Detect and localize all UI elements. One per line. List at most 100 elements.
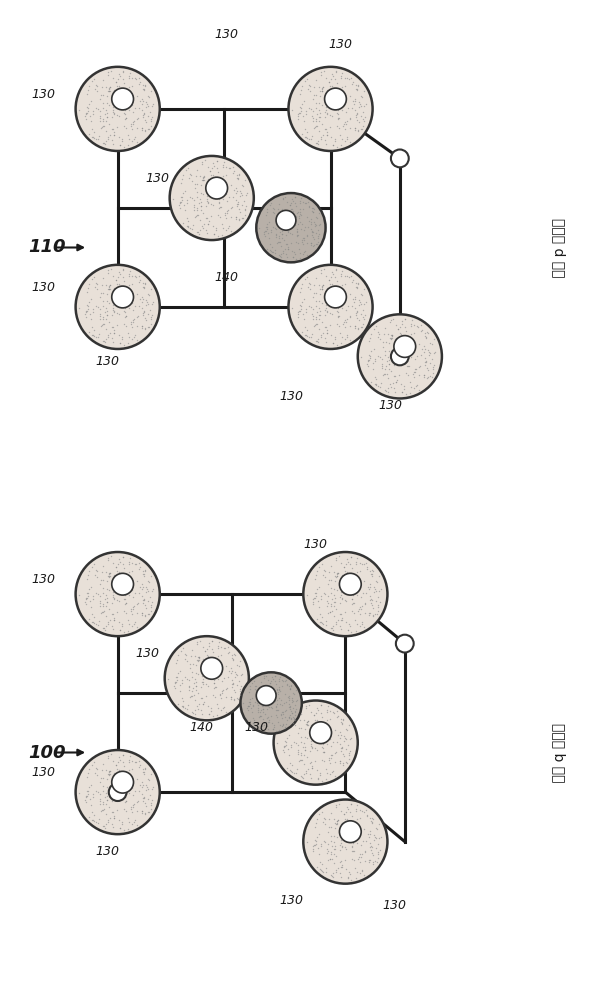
Circle shape [170, 156, 254, 240]
Point [104, 116, 114, 132]
Point [232, 677, 242, 693]
Point [210, 689, 220, 705]
Point [312, 316, 322, 332]
Point [96, 120, 105, 136]
Point [321, 723, 330, 739]
Point [82, 105, 91, 121]
Point [358, 803, 367, 819]
Point [250, 717, 260, 733]
Point [308, 594, 318, 610]
Point [305, 77, 314, 93]
Point [342, 816, 352, 832]
Point [88, 614, 97, 630]
Point [194, 666, 203, 682]
Point [347, 839, 357, 855]
Point [93, 83, 103, 99]
Point [119, 624, 129, 640]
Point [321, 297, 331, 313]
Point [101, 785, 111, 801]
Point [317, 856, 327, 872]
Point [375, 349, 384, 365]
Point [104, 83, 114, 99]
Point [142, 779, 152, 795]
Point [218, 171, 227, 187]
Point [399, 381, 409, 397]
Point [313, 136, 323, 152]
Point [371, 353, 380, 369]
Point [420, 328, 430, 344]
Point [118, 269, 128, 285]
Point [88, 789, 98, 805]
Point [316, 329, 326, 345]
Point [270, 220, 280, 236]
Point [306, 754, 316, 770]
Point [122, 120, 131, 136]
Point [95, 598, 104, 614]
Point [351, 109, 361, 125]
Point [102, 95, 111, 111]
Point [88, 319, 97, 335]
Point [400, 319, 409, 335]
Point [337, 131, 347, 147]
Point [312, 712, 322, 728]
Point [330, 581, 339, 597]
Point [86, 93, 96, 109]
Point [221, 640, 230, 656]
Point [287, 243, 296, 259]
Point [331, 261, 340, 277]
Point [260, 228, 269, 244]
Point [301, 301, 311, 317]
Point [198, 186, 208, 202]
Point [128, 804, 137, 820]
Point [355, 99, 364, 115]
Point [352, 816, 361, 832]
Point [386, 312, 395, 328]
Point [283, 236, 292, 252]
Point [147, 281, 156, 297]
Point [233, 196, 243, 212]
Point [204, 638, 214, 654]
Point [91, 567, 100, 583]
Point [218, 173, 227, 189]
Point [143, 606, 153, 622]
Point [137, 576, 147, 592]
Point [357, 863, 367, 879]
Point [319, 717, 328, 733]
Point [298, 201, 308, 217]
Point [125, 570, 135, 586]
Point [313, 840, 323, 856]
Point [93, 767, 103, 783]
Point [302, 322, 312, 338]
Point [258, 695, 268, 711]
Point [319, 261, 328, 277]
Point [365, 592, 375, 608]
Point [316, 83, 325, 99]
Point [108, 804, 117, 820]
Point [95, 791, 104, 807]
Point [405, 329, 415, 345]
Point [216, 639, 226, 655]
Point [354, 292, 364, 308]
Point [256, 691, 265, 707]
Point [386, 379, 395, 395]
Point [284, 710, 293, 726]
Point [202, 210, 212, 226]
Point [312, 87, 321, 103]
Point [96, 572, 105, 588]
Point [128, 787, 138, 803]
Point [282, 672, 291, 688]
Point [87, 73, 97, 89]
Point [277, 710, 287, 726]
Point [400, 345, 409, 361]
Point [268, 204, 277, 220]
Point [94, 617, 103, 633]
Point [213, 653, 222, 669]
Point [309, 722, 318, 738]
Point [362, 356, 372, 372]
Point [265, 675, 275, 691]
Point [352, 82, 362, 98]
Point [308, 204, 318, 220]
Point [144, 583, 153, 599]
Point [192, 207, 201, 223]
Point [423, 370, 432, 386]
